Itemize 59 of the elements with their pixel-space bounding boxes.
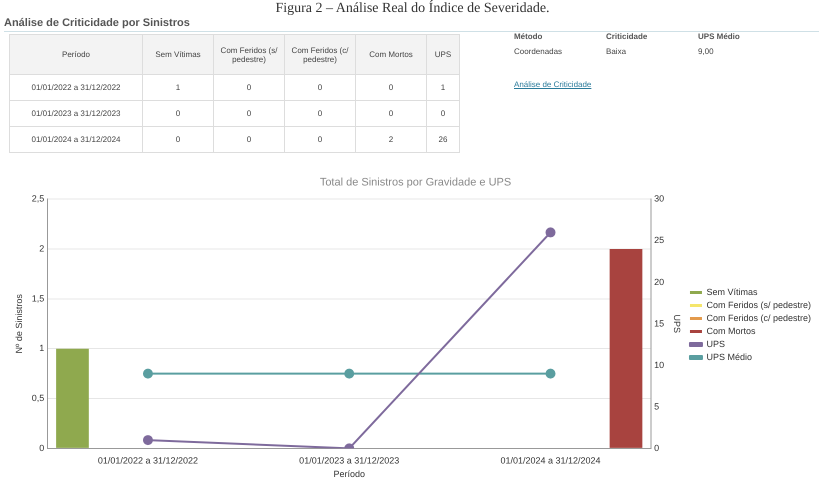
y2-tick-label: 25 bbox=[654, 235, 664, 246]
text: 9,00 bbox=[698, 47, 715, 56]
y2-tick-label: 15 bbox=[654, 318, 664, 328]
text: Método bbox=[514, 32, 544, 41]
text: Criticidade bbox=[606, 32, 648, 41]
x-tick-label: 01/01/2023 a 31/12/2023 bbox=[299, 455, 400, 466]
text: UPS bbox=[434, 50, 452, 59]
y2-tick-label: 5 bbox=[654, 401, 660, 412]
text: 26 bbox=[426, 126, 460, 152]
legend-label: Com Feridos (c/ pedestre) bbox=[706, 312, 812, 323]
text: 0 bbox=[356, 100, 426, 126]
y2-axis-title: UPS bbox=[672, 314, 682, 334]
text: Com Feridos (c/ pedestre) bbox=[292, 46, 348, 64]
y-tick-label: 1,5 bbox=[32, 293, 44, 304]
legend-label: Com Mortos bbox=[706, 326, 756, 336]
text: 1 bbox=[142, 74, 214, 100]
category-label: 01/01/2023 a 31/12/2023 bbox=[32, 109, 120, 118]
text: Com Feridos (s/ pedestre) bbox=[220, 46, 278, 64]
text: 0 bbox=[142, 126, 214, 152]
y2-tick-label: 10 bbox=[654, 360, 664, 370]
y-tick-label: 2,5 bbox=[32, 194, 44, 204]
legend-label: UPS bbox=[706, 338, 725, 349]
text: 0 bbox=[284, 100, 356, 126]
y2-tick-label: 30 bbox=[654, 194, 664, 204]
text: Com Mortos bbox=[369, 50, 413, 59]
text: Período bbox=[62, 50, 90, 59]
category-label: 01/01/2024 a 31/12/2024 bbox=[32, 135, 120, 144]
y-axis-title: Nº de Sinistros bbox=[14, 294, 24, 354]
text: UPS Médio bbox=[698, 32, 741, 41]
text: Figura 2 – Análise Real do Índice de Severidade. bbox=[274, 0, 551, 18]
y2-tick-label: 0 bbox=[654, 442, 660, 453]
x-axis-title: Período bbox=[333, 469, 365, 480]
y-tick-label: 0 bbox=[39, 442, 44, 453]
y-tick-label: 0,5 bbox=[32, 393, 44, 404]
legend-label: Com Feridos (s/ pedestre) bbox=[706, 300, 812, 310]
text: 1 bbox=[426, 74, 460, 100]
legend-label: Sem Vítimas bbox=[706, 286, 758, 297]
y-tick-label: 2 bbox=[39, 244, 44, 254]
chart-title: Total de Sinistros por Gravidade e UPS bbox=[320, 176, 512, 189]
text: Sem Vítimas bbox=[155, 50, 201, 59]
text: 0 bbox=[214, 126, 284, 152]
y-tick-label: 1 bbox=[39, 343, 44, 354]
text: Análise de Criticidade por Sinistros bbox=[4, 17, 819, 32]
text: 0 bbox=[356, 74, 426, 100]
text: 2 bbox=[356, 126, 426, 152]
legend-label: UPS Médio bbox=[706, 352, 752, 362]
text: Baixa bbox=[606, 47, 628, 56]
text: Análise de Criticidade bbox=[514, 80, 592, 89]
category-label: 01/01/2022 a 31/12/2022 bbox=[32, 83, 120, 92]
text: 0 bbox=[284, 74, 356, 100]
text: 0 bbox=[284, 126, 356, 152]
text: Coordenadas bbox=[514, 47, 564, 56]
x-tick-label: 01/01/2024 a 31/12/2024 bbox=[500, 455, 601, 466]
text: 0 bbox=[142, 100, 214, 126]
y2-tick-label: 20 bbox=[654, 276, 664, 287]
text: 0 bbox=[214, 74, 284, 100]
text: 0 bbox=[214, 100, 284, 126]
x-tick-label: 01/01/2022 a 31/12/2022 bbox=[98, 455, 198, 466]
text: 0 bbox=[426, 100, 460, 126]
